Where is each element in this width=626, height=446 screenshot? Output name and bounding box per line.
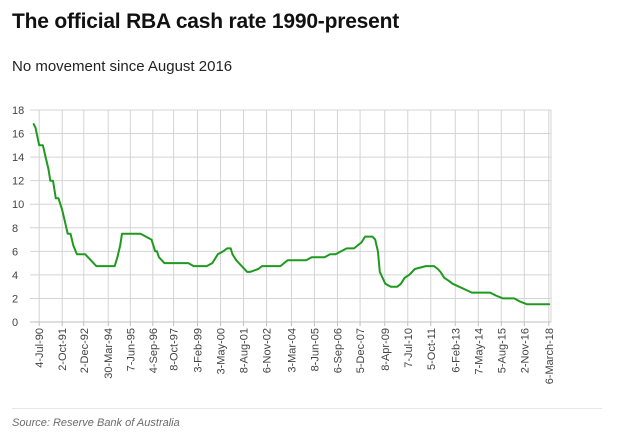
- y-tick-label: 10: [12, 199, 24, 211]
- series-layer: [32, 123, 551, 306]
- y-tick-label: 18: [12, 105, 24, 117]
- x-tick-label: 2-Nov-16: [519, 328, 531, 373]
- x-tick-label: 30-Mar-94: [103, 328, 115, 379]
- x-tick-label: 8-Apr-09: [380, 328, 392, 371]
- x-tick-label: 3-May-00: [216, 328, 228, 374]
- y-tick-label: 16: [12, 129, 24, 141]
- x-axis: 4-Jul-90 2-Oct-91 2-Dec-92 30-Mar-94 7-Jun-9…: [34, 322, 556, 384]
- y-tick-label: 2: [12, 293, 18, 305]
- x-tick-label: 3-Mar-04: [286, 328, 298, 373]
- grid-lines: [30, 109, 552, 323]
- x-tick-label: 6-Sep-06: [332, 328, 344, 373]
- y-tick-label: 6: [12, 246, 18, 258]
- y-tick-label: 12: [12, 176, 24, 188]
- chart-subtitle: No movement since August 2016: [12, 58, 233, 75]
- y-axis: 0 2 4 6 8 10 12 14 16 18: [12, 105, 24, 329]
- source-note: Source: Reserve Bank of Australia: [12, 417, 180, 429]
- x-tick-label: 6-March-18: [544, 328, 556, 384]
- y-tick-label: 8: [12, 223, 18, 235]
- chart-title: The official RBA cash rate 1990-present: [12, 10, 400, 33]
- y-tick-label: 0: [12, 317, 18, 329]
- y-tick-label: 14: [12, 152, 24, 164]
- x-tick-label: 8-Jun-05: [309, 328, 321, 371]
- x-tick-label: 2-Dec-92: [79, 328, 91, 373]
- x-tick-label: 6-Nov-02: [262, 328, 274, 373]
- x-tick-label: 8-Oct-97: [169, 328, 181, 371]
- x-tick-label: 3-Feb-99: [193, 328, 205, 373]
- cash-rate-series-line: [32, 123, 551, 306]
- y-tick-label: 4: [12, 270, 18, 282]
- x-tick-label: 4-Sep-96: [148, 328, 160, 373]
- x-tick-label: 7-Jul-10: [403, 328, 415, 368]
- x-tick-label: 5-Oct-11: [426, 328, 438, 370]
- x-tick-label: 8-Aug-01: [239, 328, 251, 373]
- x-tick-label: 7-Jun-95: [125, 328, 137, 371]
- x-tick-label: 2-Oct-91: [57, 328, 69, 371]
- footer-divider: [12, 408, 602, 409]
- x-tick-label: 4-Jul-90: [34, 328, 46, 368]
- x-tick-label: 6-Feb-13: [450, 328, 462, 373]
- x-tick-label: 7-May-14: [473, 328, 485, 374]
- x-tick-label: 5-Aug-15: [496, 328, 508, 373]
- x-tick-label: 5-Dec-07: [355, 328, 367, 373]
